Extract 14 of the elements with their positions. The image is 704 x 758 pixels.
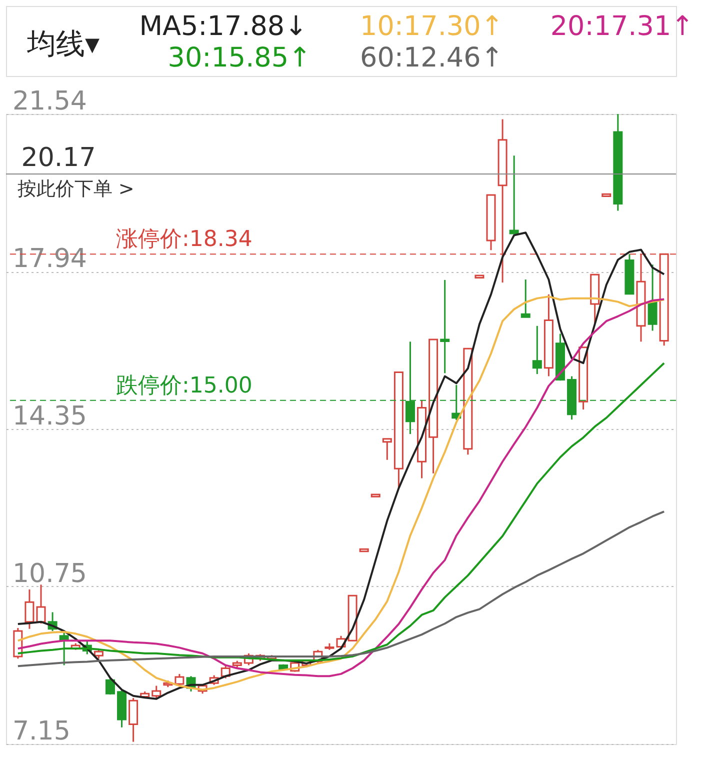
y-tick-label: 21.54 bbox=[12, 86, 87, 116]
text: 均线▾ bbox=[26, 26, 100, 60]
y-tick-label: 14.35 bbox=[12, 401, 87, 432]
text: 30:15.85↑ bbox=[168, 42, 312, 74]
ref-line-label: 20.17 bbox=[21, 142, 96, 173]
text: 10:17.30↑ bbox=[360, 11, 504, 42]
annotation: 按此价下单 > bbox=[17, 178, 134, 200]
ref-line-label: 跌停价:15.00 bbox=[116, 373, 252, 398]
y-tick-label: 10.75 bbox=[12, 558, 87, 589]
text: MA5:17.88↓ bbox=[139, 11, 308, 42]
text: 20:17.31↑ bbox=[550, 11, 694, 42]
text: 60:12.46↑ bbox=[360, 42, 504, 74]
y-tick-label: 7.15 bbox=[12, 716, 70, 746]
ref-line-label: 涨停价:18.34 bbox=[116, 227, 252, 252]
